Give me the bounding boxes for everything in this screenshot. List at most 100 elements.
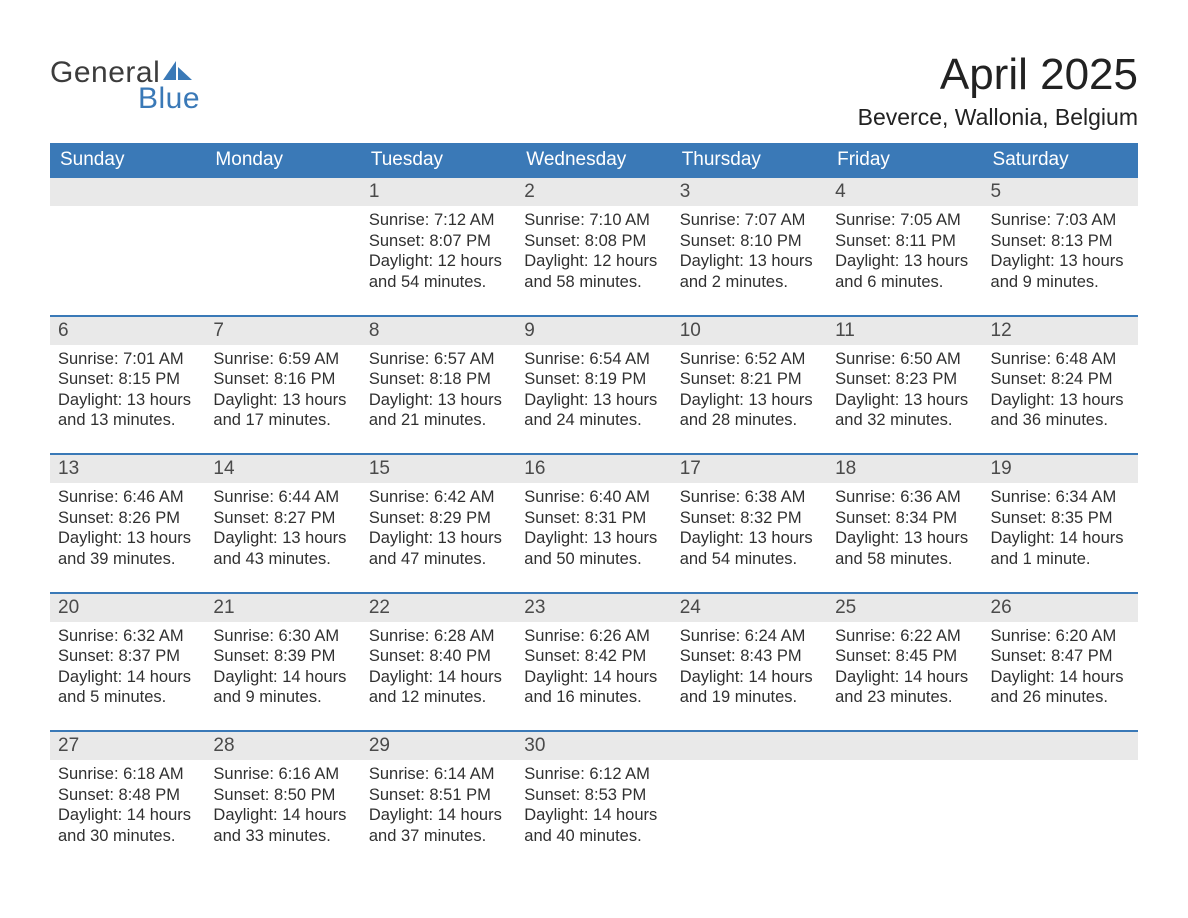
week-row: 12345Sunrise: 7:12 AMSunset: 8:07 PMDayl…	[50, 178, 1138, 297]
day-details: Sunrise: 6:16 AMSunset: 8:50 PMDaylight:…	[205, 760, 360, 851]
day-number: 26	[983, 594, 1138, 622]
daylight-text: Daylight: 14 hours and 33 minutes.	[213, 805, 352, 846]
daylight-text: Daylight: 13 hours and 58 minutes.	[835, 528, 974, 569]
sunrise-text: Sunrise: 6:42 AM	[369, 487, 508, 508]
day-details: Sunrise: 6:14 AMSunset: 8:51 PMDaylight:…	[361, 760, 516, 851]
sunset-text: Sunset: 8:32 PM	[680, 508, 819, 529]
day-details: Sunrise: 6:40 AMSunset: 8:31 PMDaylight:…	[516, 483, 671, 574]
sunrise-text: Sunrise: 6:59 AM	[213, 349, 352, 370]
day-number: 27	[50, 732, 205, 760]
sunrise-text: Sunrise: 6:50 AM	[835, 349, 974, 370]
daylight-text: Daylight: 14 hours and 1 minute.	[991, 528, 1130, 569]
sunrise-text: Sunrise: 6:54 AM	[524, 349, 663, 370]
day-details: Sunrise: 6:46 AMSunset: 8:26 PMDaylight:…	[50, 483, 205, 574]
sunset-text: Sunset: 8:11 PM	[835, 231, 974, 252]
sunrise-text: Sunrise: 6:32 AM	[58, 626, 197, 647]
weekday-tuesday: Tuesday	[361, 143, 516, 178]
day-number: 25	[827, 594, 982, 622]
weekday-thursday: Thursday	[672, 143, 827, 178]
daylight-text: Daylight: 14 hours and 23 minutes.	[835, 667, 974, 708]
daylight-text: Daylight: 14 hours and 9 minutes.	[213, 667, 352, 708]
sunset-text: Sunset: 8:42 PM	[524, 646, 663, 667]
sunset-text: Sunset: 8:43 PM	[680, 646, 819, 667]
sunset-text: Sunset: 8:35 PM	[991, 508, 1130, 529]
day-details: Sunrise: 6:24 AMSunset: 8:43 PMDaylight:…	[672, 622, 827, 713]
daylight-text: Daylight: 13 hours and 32 minutes.	[835, 390, 974, 431]
sunset-text: Sunset: 8:21 PM	[680, 369, 819, 390]
daylight-text: Daylight: 14 hours and 37 minutes.	[369, 805, 508, 846]
daylight-text: Daylight: 14 hours and 30 minutes.	[58, 805, 197, 846]
day-details-row: Sunrise: 6:18 AMSunset: 8:48 PMDaylight:…	[50, 760, 1138, 851]
day-details	[983, 760, 1138, 851]
sunrise-text: Sunrise: 7:03 AM	[991, 210, 1130, 231]
day-number: 18	[827, 455, 982, 483]
day-details: Sunrise: 6:48 AMSunset: 8:24 PMDaylight:…	[983, 345, 1138, 436]
sunset-text: Sunset: 8:39 PM	[213, 646, 352, 667]
daylight-text: Daylight: 13 hours and 6 minutes.	[835, 251, 974, 292]
daylight-text: Daylight: 14 hours and 40 minutes.	[524, 805, 663, 846]
sunset-text: Sunset: 8:15 PM	[58, 369, 197, 390]
day-number: 12	[983, 317, 1138, 345]
sunrise-text: Sunrise: 7:05 AM	[835, 210, 974, 231]
sunset-text: Sunset: 8:34 PM	[835, 508, 974, 529]
day-details: Sunrise: 6:57 AMSunset: 8:18 PMDaylight:…	[361, 345, 516, 436]
day-number-row: 27282930	[50, 732, 1138, 760]
daylight-text: Daylight: 14 hours and 19 minutes.	[680, 667, 819, 708]
day-details: Sunrise: 6:26 AMSunset: 8:42 PMDaylight:…	[516, 622, 671, 713]
weekday-wednesday: Wednesday	[516, 143, 671, 178]
day-number: 20	[50, 594, 205, 622]
day-number: 1	[361, 178, 516, 206]
sunset-text: Sunset: 8:40 PM	[369, 646, 508, 667]
daylight-text: Daylight: 14 hours and 12 minutes.	[369, 667, 508, 708]
sunrise-text: Sunrise: 6:16 AM	[213, 764, 352, 785]
sunset-text: Sunset: 8:07 PM	[369, 231, 508, 252]
sunset-text: Sunset: 8:50 PM	[213, 785, 352, 806]
day-number: 17	[672, 455, 827, 483]
weekday-header-row: Sunday Monday Tuesday Wednesday Thursday…	[50, 143, 1138, 178]
sunset-text: Sunset: 8:18 PM	[369, 369, 508, 390]
day-details: Sunrise: 7:12 AMSunset: 8:07 PMDaylight:…	[361, 206, 516, 297]
sunset-text: Sunset: 8:23 PM	[835, 369, 974, 390]
day-number	[205, 178, 360, 206]
sunset-text: Sunset: 8:19 PM	[524, 369, 663, 390]
week-row: 6789101112Sunrise: 7:01 AMSunset: 8:15 P…	[50, 315, 1138, 436]
sunrise-text: Sunrise: 6:52 AM	[680, 349, 819, 370]
day-details: Sunrise: 6:50 AMSunset: 8:23 PMDaylight:…	[827, 345, 982, 436]
day-number	[672, 732, 827, 760]
day-details: Sunrise: 6:28 AMSunset: 8:40 PMDaylight:…	[361, 622, 516, 713]
sunrise-text: Sunrise: 7:12 AM	[369, 210, 508, 231]
day-number: 5	[983, 178, 1138, 206]
month-title: April 2025	[858, 50, 1138, 100]
day-number	[827, 732, 982, 760]
day-number: 6	[50, 317, 205, 345]
sunset-text: Sunset: 8:31 PM	[524, 508, 663, 529]
day-details: Sunrise: 6:44 AMSunset: 8:27 PMDaylight:…	[205, 483, 360, 574]
daylight-text: Daylight: 13 hours and 21 minutes.	[369, 390, 508, 431]
calendar: Sunday Monday Tuesday Wednesday Thursday…	[50, 143, 1138, 851]
daylight-text: Daylight: 13 hours and 50 minutes.	[524, 528, 663, 569]
day-details: Sunrise: 7:05 AMSunset: 8:11 PMDaylight:…	[827, 206, 982, 297]
sunset-text: Sunset: 8:51 PM	[369, 785, 508, 806]
day-number: 16	[516, 455, 671, 483]
sunset-text: Sunset: 8:13 PM	[991, 231, 1130, 252]
day-details: Sunrise: 7:07 AMSunset: 8:10 PMDaylight:…	[672, 206, 827, 297]
header: General Blue April 2025 Beverce, Walloni…	[50, 50, 1138, 131]
sunrise-text: Sunrise: 6:14 AM	[369, 764, 508, 785]
sunrise-text: Sunrise: 6:44 AM	[213, 487, 352, 508]
day-details: Sunrise: 6:52 AMSunset: 8:21 PMDaylight:…	[672, 345, 827, 436]
day-details-row: Sunrise: 7:12 AMSunset: 8:07 PM Daylight:…	[50, 206, 1138, 297]
day-details: Sunrise: 7:10 AMSunset: 8:08 PMDaylight:…	[516, 206, 671, 297]
day-details: Sunrise: 6:34 AMSunset: 8:35 PMDaylight:…	[983, 483, 1138, 574]
weekday-sunday: Sunday	[50, 143, 205, 178]
day-details: Sunrise: 6:32 AMSunset: 8:37 PMDaylight:…	[50, 622, 205, 713]
sunset-text: Sunset: 8:26 PM	[58, 508, 197, 529]
day-number: 9	[516, 317, 671, 345]
day-details-row: Sunrise: 6:46 AMSunset: 8:26 PMDaylight:…	[50, 483, 1138, 574]
sunrise-text: Sunrise: 6:30 AM	[213, 626, 352, 647]
week-row: 27282930Sunrise: 6:18 AMSunset: 8:48 PMD…	[50, 730, 1138, 851]
day-number: 4	[827, 178, 982, 206]
daylight-text: Daylight: 13 hours and 9 minutes.	[991, 251, 1130, 292]
day-details: Sunrise: 6:36 AMSunset: 8:34 PMDaylight:…	[827, 483, 982, 574]
sunset-text: Sunset: 8:45 PM	[835, 646, 974, 667]
daylight-text: Daylight: 13 hours and 13 minutes.	[58, 390, 197, 431]
